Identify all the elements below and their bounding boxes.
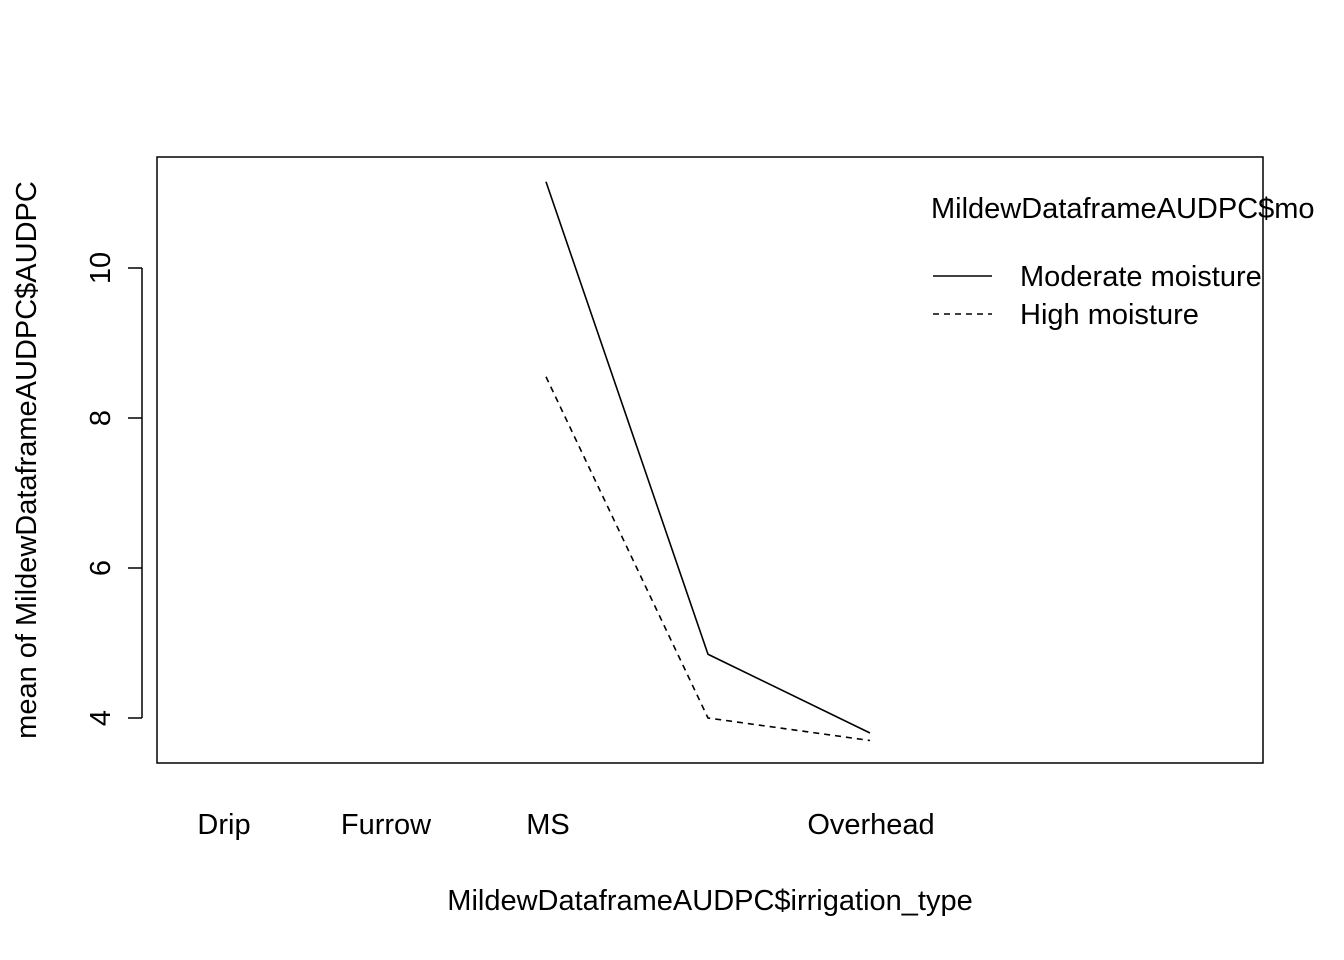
y-tick-label: 8 bbox=[85, 410, 117, 426]
series-line bbox=[545, 181, 871, 734]
x-axis-label: MildewDataframeAUDPC$irrigation_type bbox=[447, 885, 972, 917]
legend: MildewDataframeAUDPC$mo Moderate moistur… bbox=[931, 193, 1315, 331]
legend-title: MildewDataframeAUDPC$mo bbox=[931, 193, 1315, 225]
y-tick-label: 6 bbox=[85, 560, 117, 576]
series-lines bbox=[545, 181, 871, 742]
legend-label: High moisture bbox=[1020, 299, 1199, 331]
series-line bbox=[545, 376, 871, 742]
y-tick-label: 10 bbox=[85, 252, 117, 284]
x-tick-label: Overhead bbox=[807, 809, 934, 841]
y-ticks: 4 6 8 10 bbox=[85, 252, 142, 726]
x-tick-label: Furrow bbox=[341, 809, 432, 841]
plot-frame bbox=[156, 156, 1264, 764]
y-tick-label: 4 bbox=[85, 710, 117, 726]
x-tick-labels: Drip Furrow MS Overhead bbox=[197, 809, 934, 841]
y-axis-label: mean of MildewDataframeAUDPC$AUDPC bbox=[11, 181, 43, 739]
legend-label: Moderate moisture bbox=[1020, 261, 1262, 293]
x-tick-label: Drip bbox=[197, 809, 250, 841]
x-tick-label: MS bbox=[526, 809, 570, 841]
